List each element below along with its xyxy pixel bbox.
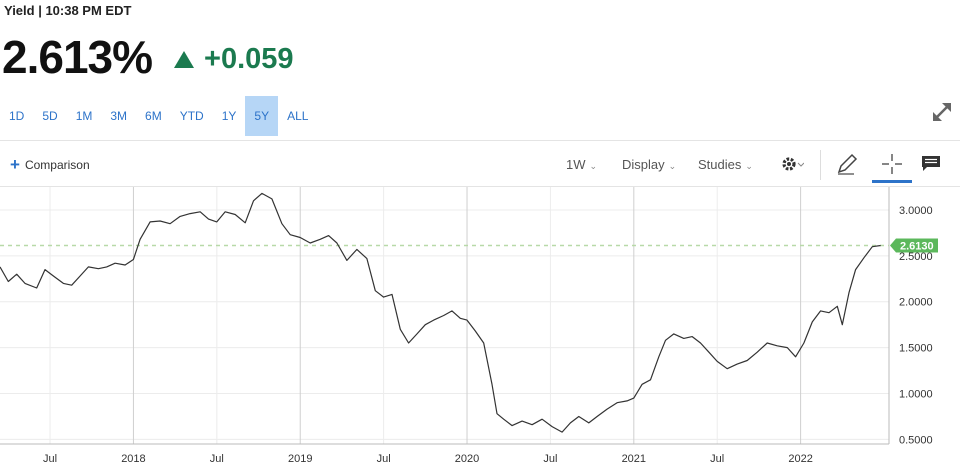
x-tick-label: 2021 xyxy=(622,453,646,465)
x-tick-label: 2019 xyxy=(288,453,312,465)
active-tool-indicator xyxy=(872,180,912,183)
x-tick-label: Jul xyxy=(710,453,724,465)
studies-label: Studies xyxy=(698,157,742,172)
x-tick-label: Jul xyxy=(543,453,557,465)
range-button-ytd[interactable]: YTD xyxy=(179,109,204,123)
y-tick-label: 1.5000 xyxy=(899,343,933,355)
y-tick-label: 2.0000 xyxy=(899,297,933,309)
x-tick-label: 2018 xyxy=(121,453,145,465)
range-button-1d[interactable]: 1D xyxy=(9,109,25,123)
range-button-1m[interactable]: 1M xyxy=(75,109,93,123)
range-button-6m[interactable]: 6M xyxy=(145,109,162,123)
y-tick-label: 3.0000 xyxy=(899,205,933,217)
range-button-all[interactable]: ALL xyxy=(287,109,309,123)
range-button-5y[interactable]: 5Y xyxy=(245,96,279,136)
instrument-header: Yield | 10:38 PM EDT xyxy=(4,3,132,18)
range-button-1y[interactable]: 1Y xyxy=(221,109,237,123)
current-price-tag xyxy=(890,238,938,253)
current-price-label: 2.6130 xyxy=(900,240,934,252)
last-price: 2.613% xyxy=(2,31,153,83)
interval-label: 1W xyxy=(566,157,586,172)
x-tick-label: 2020 xyxy=(455,453,479,465)
y-tick-label: 2.5000 xyxy=(899,251,933,263)
comment-icon[interactable] xyxy=(918,151,944,177)
yield-series-line xyxy=(0,192,881,433)
up-triangle-icon xyxy=(174,50,195,68)
x-tick-label: Jul xyxy=(210,453,224,465)
display-dropdown[interactable]: Display ⌄ xyxy=(622,157,676,172)
pencil-icon[interactable] xyxy=(834,151,860,177)
range-button-5d[interactable]: 5D xyxy=(42,109,58,123)
x-tick-label: 2022 xyxy=(788,453,812,465)
comparison-label: Comparison xyxy=(24,158,90,172)
quote-summary: 2.613% +0.059 xyxy=(2,30,294,84)
crosshair-icon[interactable] xyxy=(879,151,905,177)
gear-icon[interactable] xyxy=(778,151,804,177)
interval-dropdown[interactable]: 1W ⌄ xyxy=(566,157,597,172)
chart-toolbar: + Comparison 1W ⌄ Display ⌄ Studies ⌄ xyxy=(0,141,960,187)
expand-icon[interactable] xyxy=(930,100,954,124)
change-value: +0.059 xyxy=(204,42,294,75)
x-tick-label: Jul xyxy=(43,453,57,465)
caret-down-icon: ⌄ xyxy=(668,161,677,171)
studies-dropdown[interactable]: Studies ⌄ xyxy=(698,157,753,172)
toolbar-divider xyxy=(0,186,960,187)
price-change: +0.059 xyxy=(174,43,294,76)
y-tick-label: 1.0000 xyxy=(899,389,933,401)
caret-down-icon: ⌄ xyxy=(589,161,598,171)
display-label: Display xyxy=(622,157,665,172)
x-tick-label: Jul xyxy=(377,453,391,465)
toolbar-separator xyxy=(820,150,821,180)
comparison-button[interactable]: + Comparison xyxy=(10,155,90,174)
plus-icon: + xyxy=(10,155,20,174)
range-button-3m[interactable]: 3M xyxy=(110,109,128,123)
caret-down-icon: ⌄ xyxy=(745,161,753,171)
y-tick-label: 0.5000 xyxy=(899,434,933,446)
yield-chart: 0.5000 1.0000 1.5000 2.0000 2.5000 3.0000 Jul 2… xyxy=(0,187,938,465)
time-range-selector: 1D 5D 1M 3M 6M YTD 1Y 5Y ALL xyxy=(0,96,317,136)
header-divider xyxy=(0,140,960,141)
